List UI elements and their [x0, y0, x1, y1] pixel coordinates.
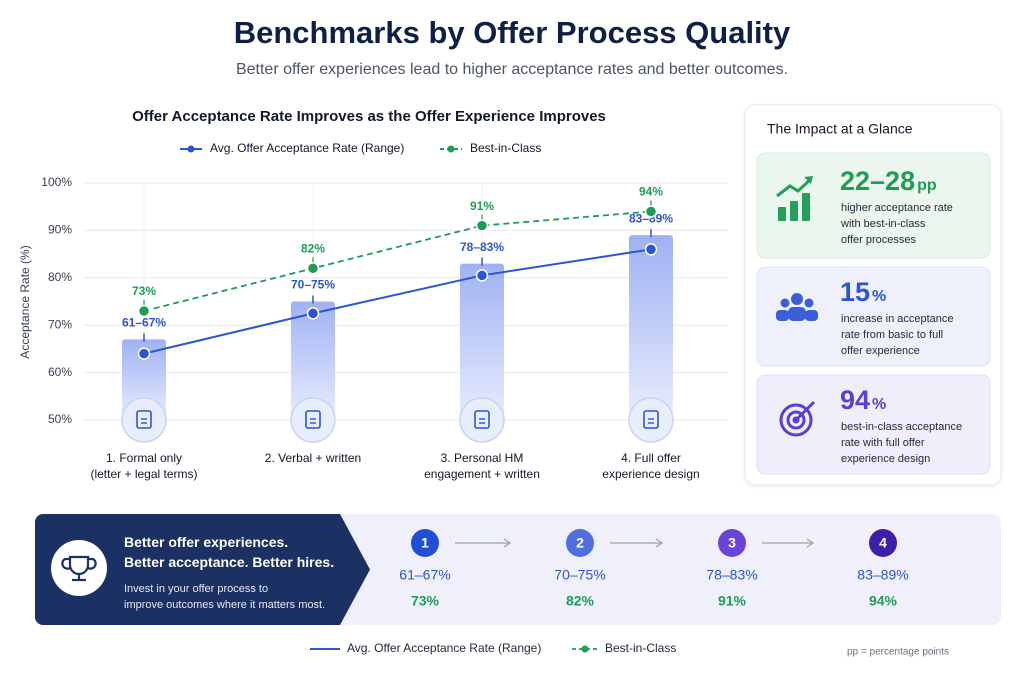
step-best: 94% [869, 593, 898, 609]
best-point [644, 205, 658, 218]
chart-title: Offer Acceptance Rate Improves as the Of… [132, 108, 606, 125]
step-arrowhead [503, 538, 512, 548]
icon-glyph [643, 410, 659, 429]
impact-text: increase in acceptance rate from basic to… [841, 313, 954, 357]
category-icon [628, 397, 674, 443]
step-number: 2 [576, 535, 584, 551]
legend-dot [581, 645, 589, 653]
best-point [137, 304, 151, 318]
step-arrowhead [806, 538, 815, 548]
step-range: 83–89% [857, 567, 908, 583]
y-tick-label: 100% [41, 175, 72, 189]
x-tick-label: 3. Personal HM engagement + written [424, 451, 540, 481]
step-best: 73% [411, 593, 440, 609]
impact-text: best-in-class acceptance rate with full o… [841, 421, 962, 465]
best-line [143, 210, 652, 312]
y-tick-label: 50% [48, 412, 72, 426]
page-subtitle: Better offer experiences lead to higher … [236, 61, 788, 78]
best-point [475, 219, 489, 232]
people-icon [776, 293, 818, 321]
range-bar [291, 301, 335, 420]
step-best: 91% [718, 593, 747, 609]
legend-label: Avg. Offer Acceptance Rate (Range) [347, 641, 541, 655]
impact-card [756, 152, 991, 259]
impact-unit: % [872, 396, 886, 413]
growth-icon [776, 176, 813, 221]
impact-card [756, 374, 991, 475]
x-tick-label: 1. Formal only (letter + legal terms) [90, 451, 197, 481]
banner-body: Invest in your offer process to improve o… [124, 583, 325, 611]
impact-value: 15 [840, 277, 870, 307]
best-label: 91% [470, 199, 494, 213]
step-arrowhead [655, 538, 664, 548]
category-icon [121, 397, 167, 443]
category-icon [459, 397, 505, 443]
range-bar [629, 235, 673, 420]
avg-line [143, 248, 652, 355]
avg-label: 83–89% [629, 211, 673, 225]
step-number: 4 [879, 535, 887, 551]
impact-unit: % [872, 288, 886, 305]
legend-label: Best-in-Class [470, 141, 541, 155]
icon-glyph [136, 410, 152, 429]
range-bar [460, 263, 504, 420]
avg-label: 78–83% [460, 240, 504, 254]
y-axis-label: Acceptance Rate (%) [18, 245, 32, 358]
icon-glyph [305, 410, 321, 429]
best-label: 73% [132, 284, 156, 298]
y-tick-label: 60% [48, 365, 72, 379]
icon-glyph [474, 410, 490, 429]
category-icon [290, 397, 336, 443]
step-number: 3 [728, 535, 736, 551]
best-label: 82% [301, 241, 325, 255]
footnote: pp = percentage points [847, 647, 949, 658]
range-bar [122, 339, 166, 420]
step-best: 82% [566, 593, 595, 609]
target-icon [779, 400, 816, 437]
y-tick-label: 80% [48, 270, 72, 284]
avg-point [137, 347, 151, 360]
step-badge [411, 529, 439, 557]
banner-highlight [35, 514, 370, 625]
avg-label: 70–75% [291, 278, 335, 292]
step-badge [718, 529, 746, 557]
x-tick-label: 2. Verbal + written [265, 451, 361, 465]
avg-point [644, 243, 658, 256]
y-tick-label: 70% [48, 317, 72, 331]
x-tick-label: 4. Full offer experience design [602, 451, 699, 481]
legend: Avg. Offer Acceptance Rate (Range) Best-i… [310, 641, 676, 655]
legend-label: Best-in-Class [605, 641, 676, 655]
steps: 1 61–67% 73% 2 70–75% 82% 3 78–83% 91% 4 83–89% 94% [399, 529, 909, 609]
page-title: Benchmarks by Offer Process Quality [234, 15, 791, 50]
legend-dot [447, 145, 455, 153]
impact-value: 94 [840, 385, 870, 415]
impact-value: 22–28 [840, 166, 915, 196]
impact-unit: pp [917, 177, 937, 194]
step-number: 1 [421, 535, 429, 551]
step-badge [566, 529, 594, 557]
impact-card [756, 266, 991, 367]
step-range: 61–67% [399, 567, 450, 583]
best-point [306, 262, 320, 275]
avg-label: 61–67% [122, 316, 166, 330]
chart: 50% 60% 70% 80% 90% 100% 61–67% 70–75% 78–83% 83–… [41, 141, 728, 481]
legend-dot [187, 145, 195, 153]
impact-text: higher acceptance rate with best-in-class… [840, 202, 953, 246]
legend-label: Avg. Offer Acceptance Rate (Range) [210, 141, 404, 155]
step-range: 78–83% [706, 567, 757, 583]
step-badge [869, 529, 897, 557]
trophy-icon [61, 555, 97, 582]
y-tick-label: 90% [48, 223, 72, 237]
step-range: 70–75% [554, 567, 605, 583]
trophy-badge [51, 540, 107, 596]
banner-headline: Better offer experiences. Better acceptan… [124, 534, 334, 570]
avg-point [306, 307, 320, 320]
avg-point [475, 269, 489, 282]
impact-title: The Impact at a Glance [767, 121, 913, 137]
best-label: 94% [639, 185, 663, 199]
